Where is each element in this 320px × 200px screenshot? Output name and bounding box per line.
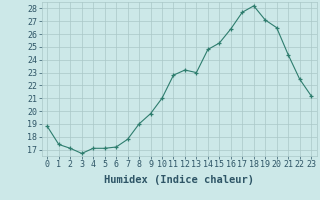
X-axis label: Humidex (Indice chaleur): Humidex (Indice chaleur) bbox=[104, 175, 254, 185]
